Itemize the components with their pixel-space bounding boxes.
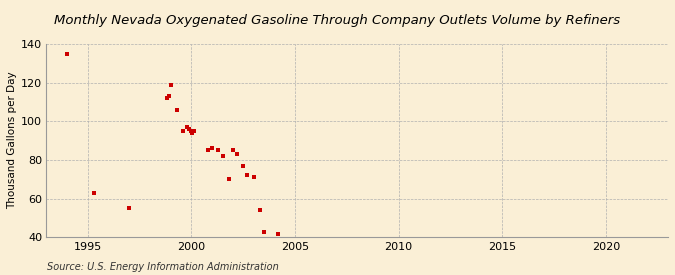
Point — [213, 148, 224, 153]
Point — [223, 177, 234, 182]
Point — [161, 96, 172, 100]
Text: Monthly Nevada Oxygenated Gasoline Through Company Outlets Volume by Refiners: Monthly Nevada Oxygenated Gasoline Throu… — [55, 14, 620, 27]
Point — [227, 148, 238, 153]
Point — [238, 164, 248, 168]
Point — [248, 175, 259, 180]
Point — [259, 229, 269, 234]
Point — [124, 206, 135, 211]
Point — [88, 191, 99, 195]
Point — [273, 231, 284, 236]
Point — [178, 129, 188, 133]
Point — [182, 125, 192, 129]
Point — [202, 148, 213, 153]
Point — [188, 129, 199, 133]
Point — [184, 127, 195, 131]
Point — [254, 208, 265, 213]
Point — [163, 94, 174, 98]
Point — [165, 82, 176, 87]
Point — [207, 146, 217, 151]
Text: Source: U.S. Energy Information Administration: Source: U.S. Energy Information Administ… — [47, 262, 279, 272]
Point — [171, 108, 182, 112]
Point — [217, 154, 228, 158]
Point — [61, 51, 72, 56]
Point — [242, 173, 253, 178]
Point — [187, 131, 198, 135]
Y-axis label: Thousand Gallons per Day: Thousand Gallons per Day — [7, 72, 17, 210]
Point — [186, 129, 197, 133]
Point — [232, 152, 242, 156]
